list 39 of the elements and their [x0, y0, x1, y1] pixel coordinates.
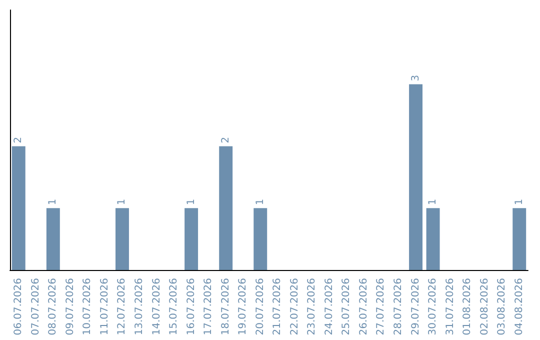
- x-tick-label: 30.07.2026: [428, 278, 439, 336]
- x-tick-label: 28.07.2026: [393, 278, 404, 336]
- data-label: 1: [514, 198, 525, 206]
- data-label: 1: [428, 198, 439, 206]
- x-tick-label: 19.07.2026: [238, 278, 249, 336]
- data-label: 3: [410, 74, 422, 82]
- x-tick-label: 18.07.2026: [220, 278, 232, 336]
- x-tick-label: 02.08.2026: [479, 278, 490, 336]
- data-label: 2: [220, 136, 232, 144]
- data-label: 1: [186, 198, 197, 206]
- x-tick-label: 21.07.2026: [272, 278, 284, 336]
- x-tick-label: 15.07.2026: [168, 278, 180, 336]
- x-tick-label: 11.07.2026: [99, 278, 110, 336]
- x-tick-label: 04.08.2026: [514, 278, 525, 336]
- x-tick-label: 29.07.2026: [410, 278, 422, 336]
- x-tick-label: 20.07.2026: [254, 278, 266, 336]
- x-tick-label: 08.07.2026: [48, 278, 59, 336]
- x-tick-label: 24.07.2026: [324, 278, 335, 336]
- x-tick-label: 06.07.2026: [13, 278, 24, 336]
- x-tick-label: 13.07.2026: [134, 278, 145, 336]
- data-label: 2: [13, 136, 24, 144]
- x-tick-label: 17.07.2026: [203, 278, 214, 336]
- x-tick-label: 09.07.2026: [64, 278, 76, 336]
- x-tick-label: 16.07.2026: [186, 278, 197, 336]
- data-label: 1: [254, 198, 266, 206]
- x-tick-label: 31.07.2026: [444, 278, 456, 336]
- x-tick-label: 27.07.2026: [376, 278, 387, 336]
- x-tick-label: 25.07.2026: [341, 278, 352, 336]
- x-tick-label: 07.07.2026: [30, 278, 42, 336]
- x-tick-label: 14.07.2026: [151, 278, 162, 336]
- x-tick-label: 23.07.2026: [306, 278, 318, 336]
- x-tick-label: 22.07.2026: [289, 278, 300, 336]
- data-label: 1: [48, 198, 59, 206]
- x-tick-label: 01.08.2026: [462, 278, 474, 336]
- x-tick-label: 26.07.2026: [358, 278, 370, 336]
- x-tick-label: 10.07.2026: [82, 278, 94, 336]
- x-tick-label: 03.08.2026: [496, 278, 508, 336]
- x-tick-label: 12.07.2026: [116, 278, 128, 336]
- data-label: 1: [116, 198, 128, 206]
